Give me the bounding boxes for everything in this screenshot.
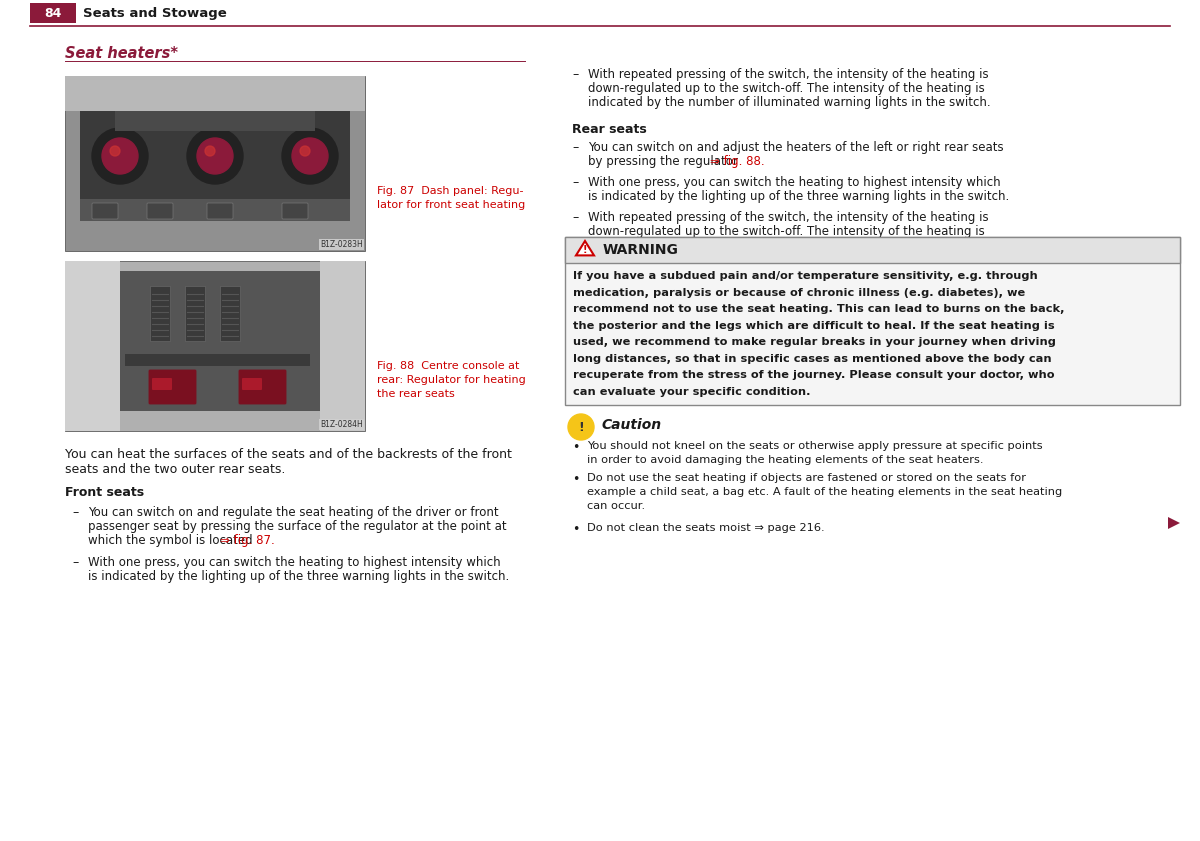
Text: Do not use the seat heating if objects are fastened or stored on the seats for: Do not use the seat heating if objects a…	[587, 473, 1026, 483]
Text: !: !	[578, 420, 584, 433]
Text: –: –	[572, 176, 578, 189]
Circle shape	[292, 138, 328, 174]
Text: •: •	[572, 473, 580, 486]
Text: You should not kneel on the seats or otherwise apply pressure at specific points: You should not kneel on the seats or oth…	[587, 441, 1043, 451]
Text: Fig. 87  Dash panel: Regu-: Fig. 87 Dash panel: Regu-	[377, 186, 523, 196]
Text: You can heat the surfaces of the seats and of the backrests of the front: You can heat the surfaces of the seats a…	[65, 448, 512, 461]
FancyBboxPatch shape	[152, 378, 172, 390]
Text: indicated by the number of illuminated warning lights in the switch.: indicated by the number of illuminated w…	[588, 96, 991, 109]
FancyBboxPatch shape	[320, 261, 365, 431]
Text: the rear seats: the rear seats	[377, 389, 455, 399]
Text: –: –	[72, 556, 78, 569]
Text: down-regulated up to the switch-off. The intensity of the heating is: down-regulated up to the switch-off. The…	[588, 82, 985, 95]
Circle shape	[187, 128, 242, 184]
Circle shape	[300, 146, 310, 156]
FancyBboxPatch shape	[150, 286, 170, 341]
Text: medication, paralysis or because of chronic illness (e.g. diabetes), we: medication, paralysis or because of chro…	[574, 288, 1025, 298]
Text: B1Z-0283H: B1Z-0283H	[320, 240, 364, 249]
Text: With repeated pressing of the switch, the intensity of the heating is: With repeated pressing of the switch, th…	[588, 68, 989, 81]
Text: ⇒ fig. 88.: ⇒ fig. 88.	[710, 155, 764, 168]
Text: –: –	[572, 211, 578, 224]
FancyBboxPatch shape	[125, 354, 310, 366]
FancyBboxPatch shape	[65, 261, 120, 431]
Circle shape	[197, 138, 233, 174]
Text: which the symbol is located: which the symbol is located	[88, 534, 257, 547]
Polygon shape	[1168, 517, 1180, 529]
Polygon shape	[576, 241, 594, 256]
Text: rear: Regulator for heating: rear: Regulator for heating	[377, 375, 526, 385]
Text: example a child seat, a bag etc. A fault of the heating elements in the seat hea: example a child seat, a bag etc. A fault…	[587, 487, 1062, 497]
Text: long distances, so that in specific cases as mentioned above the body can: long distances, so that in specific case…	[574, 353, 1051, 363]
Text: 84: 84	[44, 7, 61, 19]
FancyBboxPatch shape	[565, 237, 1180, 405]
FancyBboxPatch shape	[238, 369, 287, 405]
FancyBboxPatch shape	[65, 76, 365, 251]
Text: With repeated pressing of the switch, the intensity of the heating is: With repeated pressing of the switch, th…	[588, 211, 989, 224]
Text: used, we recommend to make regular breaks in your journey when driving: used, we recommend to make regular break…	[574, 337, 1056, 347]
Text: Front seats: Front seats	[65, 486, 144, 499]
Text: –: –	[72, 506, 78, 519]
Text: lator for front seat heating: lator for front seat heating	[377, 200, 526, 210]
FancyBboxPatch shape	[208, 203, 233, 219]
Text: Fig. 88  Centre console at: Fig. 88 Centre console at	[377, 361, 520, 371]
FancyBboxPatch shape	[80, 101, 350, 221]
FancyBboxPatch shape	[565, 237, 1180, 263]
Text: Seat heaters*: Seat heaters*	[65, 46, 178, 61]
Circle shape	[102, 138, 138, 174]
FancyBboxPatch shape	[30, 3, 76, 23]
Text: can occur.: can occur.	[587, 501, 646, 511]
Text: Rear seats: Rear seats	[572, 123, 647, 136]
Text: If you have a subdued pain and/or temperature sensitivity, e.g. through: If you have a subdued pain and/or temper…	[574, 271, 1038, 281]
Text: •: •	[572, 523, 580, 536]
Text: can evaluate your specific condition.: can evaluate your specific condition.	[574, 387, 810, 396]
Text: the posterior and the legs which are difficult to heal. If the seat heating is: the posterior and the legs which are dif…	[574, 320, 1055, 331]
Text: down-regulated up to the switch-off. The intensity of the heating is: down-regulated up to the switch-off. The…	[588, 225, 985, 238]
Text: –: –	[572, 141, 578, 154]
Circle shape	[568, 414, 594, 440]
Text: by pressing the regulator: by pressing the regulator	[588, 155, 742, 168]
Text: With one press, you can switch the heating to highest intensity which: With one press, you can switch the heati…	[588, 176, 1001, 189]
Text: passenger seat by pressing the surface of the regulator at the point at: passenger seat by pressing the surface o…	[88, 520, 506, 533]
Circle shape	[92, 128, 148, 184]
Text: !: !	[583, 245, 587, 255]
Text: recuperate from the stress of the journey. Please consult your doctor, who: recuperate from the stress of the journe…	[574, 370, 1055, 380]
Text: indicated by the number of illuminated warning lights in the switch.: indicated by the number of illuminated w…	[588, 239, 991, 252]
FancyBboxPatch shape	[148, 369, 197, 405]
Text: is indicated by the lighting up of the three warning lights in the switch.: is indicated by the lighting up of the t…	[588, 190, 1009, 203]
Text: in order to avoid damaging the heating elements of the seat heaters.: in order to avoid damaging the heating e…	[587, 455, 984, 465]
Text: You can switch on and regulate the seat heating of the driver or front: You can switch on and regulate the seat …	[88, 506, 499, 519]
Text: WARNING: WARNING	[604, 243, 679, 257]
FancyBboxPatch shape	[115, 111, 314, 131]
FancyBboxPatch shape	[185, 286, 205, 341]
Text: B1Z-0284H: B1Z-0284H	[320, 420, 364, 429]
FancyBboxPatch shape	[242, 378, 262, 390]
Text: –: –	[572, 68, 578, 81]
Circle shape	[205, 146, 215, 156]
FancyBboxPatch shape	[80, 199, 350, 221]
FancyBboxPatch shape	[120, 271, 320, 411]
Text: seats and the two outer rear seats.: seats and the two outer rear seats.	[65, 463, 286, 476]
Circle shape	[110, 146, 120, 156]
FancyBboxPatch shape	[282, 203, 308, 219]
Text: is indicated by the lighting up of the three warning lights in the switch.: is indicated by the lighting up of the t…	[88, 570, 509, 583]
Text: With one press, you can switch the heating to highest intensity which: With one press, you can switch the heati…	[88, 556, 500, 569]
Text: ⇒ fig. 87.: ⇒ fig. 87.	[220, 534, 275, 547]
FancyBboxPatch shape	[65, 76, 365, 111]
Text: Do not clean the seats moist ⇒ page 216.: Do not clean the seats moist ⇒ page 216.	[587, 523, 824, 533]
Text: Caution: Caution	[602, 418, 662, 432]
Text: recommend not to use the seat heating. This can lead to burns on the back,: recommend not to use the seat heating. T…	[574, 304, 1064, 314]
Text: Seats and Stowage: Seats and Stowage	[83, 7, 227, 19]
FancyBboxPatch shape	[92, 203, 118, 219]
Circle shape	[282, 128, 338, 184]
Text: •: •	[572, 441, 580, 454]
FancyBboxPatch shape	[148, 203, 173, 219]
Text: You can switch on and adjust the heaters of the left or right rear seats: You can switch on and adjust the heaters…	[588, 141, 1003, 154]
FancyBboxPatch shape	[220, 286, 240, 341]
FancyBboxPatch shape	[65, 261, 365, 431]
